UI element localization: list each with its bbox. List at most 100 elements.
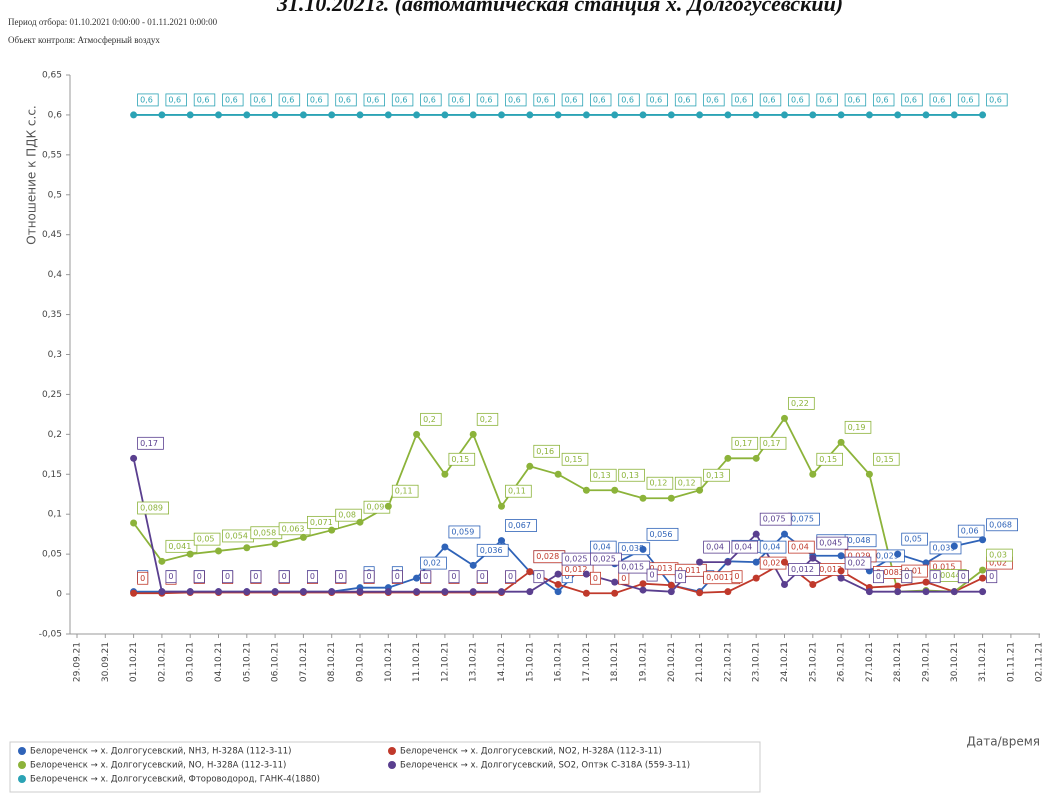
data-label-box <box>448 452 476 466</box>
legend-swatch <box>388 761 396 769</box>
data-point <box>469 430 477 438</box>
data-label: 0,15 <box>876 455 894 464</box>
data-point <box>922 111 930 119</box>
x-tick-label: 26.10.21 <box>837 642 847 682</box>
data-label-box <box>193 570 205 584</box>
y-tick-label: 0,3 <box>48 350 62 360</box>
x-tick-label: 29.09.21 <box>73 642 83 682</box>
data-label-box <box>788 93 810 107</box>
data-label: 0,6 <box>678 95 691 104</box>
y-tick-label: 0,4 <box>48 270 63 280</box>
data-point <box>215 588 222 596</box>
data-label: 0,6 <box>989 95 1002 104</box>
data-label-box <box>816 93 838 107</box>
data-point <box>894 588 902 596</box>
data-label-box <box>873 452 900 466</box>
data-label-box <box>222 93 244 107</box>
data-point <box>696 111 704 119</box>
data-label: 0,6 <box>961 95 974 104</box>
data-label: 0,075 <box>791 515 814 524</box>
x-tick-label: 07.10.21 <box>299 642 309 682</box>
data-label: 0,11 <box>395 487 413 496</box>
data-point <box>894 582 902 590</box>
data-point <box>611 578 619 586</box>
data-label-box <box>476 412 499 426</box>
data-label: 0,17 <box>140 439 158 448</box>
data-label: 0 <box>338 572 343 581</box>
data-point <box>130 589 138 597</box>
data-label-box <box>957 570 969 584</box>
data-point <box>837 574 845 582</box>
x-tick-label: 01.11.21 <box>1006 642 1016 682</box>
data-label-box <box>222 570 234 584</box>
data-point <box>582 589 590 597</box>
data-label: 0,6 <box>508 95 521 104</box>
data-label-box <box>731 436 759 450</box>
data-label-box <box>703 540 730 554</box>
data-point <box>837 567 845 575</box>
data-point <box>809 554 817 562</box>
data-point <box>837 552 845 560</box>
data-label: 0,16 <box>536 447 554 456</box>
data-label: 0 <box>282 572 287 581</box>
data-point <box>554 580 562 588</box>
data-label-box <box>703 468 730 482</box>
data-label: 0,04 <box>593 543 611 552</box>
legend-swatch <box>18 761 26 769</box>
data-label: 0,19 <box>848 423 866 432</box>
data-label: 0 <box>961 572 966 581</box>
data-point <box>554 570 562 578</box>
data-label-box <box>674 476 702 490</box>
data-point <box>865 111 873 119</box>
data-point <box>667 494 675 502</box>
data-label-box <box>957 524 985 538</box>
data-point <box>130 454 138 462</box>
data-label-box <box>533 570 545 584</box>
data-point <box>724 111 732 119</box>
y-tick-label: 0,6 <box>48 110 63 120</box>
data-point <box>186 550 194 558</box>
data-point <box>639 586 647 594</box>
legend-swatch <box>18 747 26 755</box>
data-point <box>837 438 845 446</box>
data-point <box>696 486 704 494</box>
data-label-box <box>788 563 820 576</box>
x-tick-label: 06.10.21 <box>271 642 281 682</box>
data-label: 0,01 <box>904 567 922 576</box>
data-point <box>922 588 930 596</box>
data-label: 0,067 <box>508 521 531 530</box>
data-label: 0,041 <box>168 542 191 551</box>
y-tick-label: 0,35 <box>42 310 62 320</box>
x-tick-label: 27.10.21 <box>865 642 875 682</box>
data-point <box>299 533 307 541</box>
chart-title: 31.10.2021г. (автоматическая станция х. … <box>276 0 843 16</box>
data-point <box>950 588 958 596</box>
data-point <box>724 454 732 462</box>
data-label-box <box>901 532 928 546</box>
data-label-box <box>703 93 725 107</box>
data-label: 0 <box>480 572 485 581</box>
data-label-box <box>873 93 895 107</box>
data-label: 0,075 <box>763 515 786 524</box>
data-label-box <box>306 93 329 107</box>
x-tick-label: 04.10.21 <box>214 642 224 682</box>
data-label-box <box>674 93 697 107</box>
data-label-box <box>561 93 584 107</box>
data-point <box>526 568 534 576</box>
x-tick-label: 21.10.21 <box>695 642 705 682</box>
data-point <box>724 588 732 596</box>
data-label-box <box>731 540 759 554</box>
data-point <box>752 558 760 566</box>
data-label: 0,071 <box>310 518 333 527</box>
data-label: 0 <box>678 572 683 581</box>
data-point <box>554 588 562 596</box>
legend-frame <box>9 741 761 793</box>
data-label-box <box>137 436 164 450</box>
data-label: 0 <box>197 572 202 581</box>
data-point <box>158 588 166 596</box>
data-label: 0,6 <box>593 95 606 104</box>
data-label-box <box>420 556 447 570</box>
data-label: 0,054 <box>225 531 248 540</box>
data-label: 0,0083 <box>876 568 904 577</box>
